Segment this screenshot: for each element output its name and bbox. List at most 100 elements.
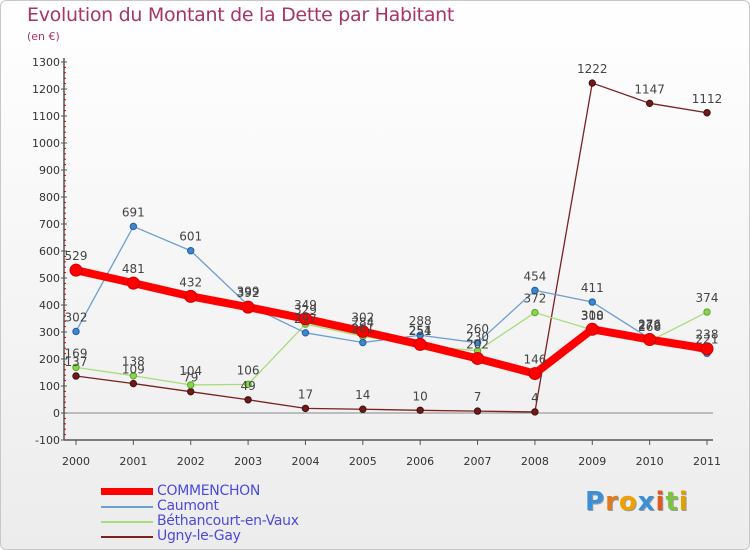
logo-letter: t (665, 487, 679, 517)
data-label-caumont: 454 (523, 269, 546, 283)
x-tick-label: 2010 (636, 455, 664, 468)
data-label-ugny-le-gay: 79 (183, 371, 198, 385)
data-label-ugny-le-gay: 14 (355, 388, 370, 402)
legend-swatch-commenchon (101, 488, 153, 495)
y-tick-label: -100 (35, 434, 60, 447)
data-label-commenchon: 310 (581, 308, 604, 322)
data-point-ugny-le-gay (416, 406, 424, 414)
data-point-commenchon (126, 276, 140, 290)
logo-letter: r (605, 487, 619, 517)
data-point-caumont (187, 247, 195, 255)
data-label-caumont: 261 (351, 322, 374, 336)
chart-title: Evolution du Montant de la Dette par Hab… (27, 4, 455, 26)
y-tick-label: 400 (39, 299, 60, 312)
data-label-bethancourt-en-vaux: 329 (294, 303, 317, 317)
legend-swatch-bethancourt (101, 521, 153, 523)
data-point-commenchon (69, 263, 83, 277)
y-tick-label: 100 (39, 380, 60, 393)
data-point-caumont (588, 298, 596, 306)
data-label-caumont: 411 (581, 281, 604, 295)
data-label-commenchon: 529 (65, 249, 88, 263)
data-point-bethancourt-en-vaux (129, 372, 138, 380)
data-label-commenchon: 349 (294, 298, 317, 312)
data-label-ugny-le-gay: 137 (65, 355, 88, 369)
data-label-commenchon: 146 (523, 353, 546, 367)
y-tick-label: 1200 (32, 83, 60, 96)
legend-label-ugny: Ugny-le-Gay (157, 528, 241, 544)
data-point-caumont (359, 338, 367, 347)
data-label-bethancourt-en-vaux: 266 (638, 320, 661, 334)
data-point-ugny-le-gay (72, 372, 80, 380)
legend-label-caumont: Caumont (157, 498, 219, 514)
data-label-ugny-le-gay: 1222 (577, 62, 608, 76)
data-label-caumont: 297 (294, 312, 317, 326)
x-tick-label: 2008 (521, 455, 549, 468)
data-point-commenchon (585, 322, 599, 336)
data-label-ugny-le-gay: 17 (298, 387, 313, 401)
data-point-commenchon (471, 351, 485, 365)
data-point-ugny-le-gay (187, 387, 195, 396)
data-label-bethancourt-en-vaux: 308 (581, 309, 604, 323)
data-point-commenchon (643, 333, 657, 347)
data-point-commenchon (241, 300, 255, 314)
data-label-bethancourt-en-vaux: 230 (466, 330, 489, 344)
series-line-bethancourt-en-vaux (75, 311, 708, 386)
legend-label-commenchon: COMMENCHON (157, 483, 261, 499)
x-tick-label: 2006 (406, 455, 434, 468)
data-label-ugny-le-gay: 10 (413, 389, 428, 403)
data-point-ugny-le-gay (244, 396, 252, 404)
data-label-commenchon: 432 (179, 275, 202, 289)
data-point-ugny-le-gay (703, 109, 711, 117)
data-label-commenchon: 481 (122, 262, 145, 276)
data-label-ugny-le-gay: 109 (122, 363, 145, 377)
data-point-caumont (301, 329, 310, 337)
legend-label-bethancourt: Béthancourt-en-Vaux (157, 513, 299, 529)
y-tick-label: 500 (39, 272, 60, 285)
y-tick-label: 1100 (32, 110, 60, 123)
data-point-caumont (129, 222, 138, 231)
data-label-ugny-le-gay: 1147 (634, 82, 665, 96)
data-label-caumont: 691 (122, 205, 145, 219)
logo-letter: P (585, 487, 606, 517)
logo-letter: x (637, 487, 656, 517)
data-label-caumont: 221 (696, 332, 719, 346)
y-tick-label: 800 (39, 191, 60, 204)
data-label-caumont: 399 (237, 284, 260, 298)
data-point-ugny-le-gay (473, 407, 482, 415)
data-label-commenchon: 272 (638, 319, 661, 333)
data-point-commenchon (184, 289, 198, 303)
x-tick-label: 2007 (464, 455, 492, 468)
y-tick-label: 200 (39, 353, 60, 366)
data-point-commenchon (298, 312, 312, 326)
data-label-bethancourt-en-vaux: 169 (65, 346, 88, 360)
data-point-bethancourt-en-vaux (244, 380, 252, 389)
data-label-commenchon: 392 (237, 286, 260, 300)
series-line-ugny-le-gay (75, 82, 708, 413)
data-label-bethancourt-en-vaux: 138 (122, 355, 145, 369)
data-point-commenchon (700, 342, 714, 356)
data-point-caumont (531, 286, 539, 295)
data-label-commenchon: 202 (466, 337, 489, 351)
data-label-bethancourt-en-vaux: 106 (237, 363, 260, 377)
x-tick-label: 2002 (177, 455, 205, 468)
proxiti-logo: Proxiti (585, 487, 689, 517)
legend-swatch-ugny (101, 536, 153, 538)
x-tick-label: 2001 (119, 455, 147, 468)
data-label-caumont: 601 (179, 230, 202, 244)
data-label-bethancourt-en-vaux: 104 (179, 364, 202, 378)
data-label-caumont: 260 (466, 322, 489, 336)
data-label-bethancourt-en-vaux: 251 (409, 324, 432, 338)
data-point-ugny-le-gay (359, 405, 367, 413)
y-tick-label: 1300 (32, 56, 60, 69)
data-point-ugny-le-gay (588, 79, 596, 87)
data-label-bethancourt-en-vaux: 284 (351, 315, 374, 329)
data-label-caumont: 288 (409, 314, 432, 328)
data-point-ugny-le-gay (129, 379, 138, 388)
data-point-commenchon (413, 337, 427, 351)
logo-letter: i (678, 487, 689, 517)
x-tick-label: 2003 (234, 455, 262, 468)
x-tick-label: 2005 (349, 455, 377, 468)
data-point-commenchon (356, 324, 370, 338)
